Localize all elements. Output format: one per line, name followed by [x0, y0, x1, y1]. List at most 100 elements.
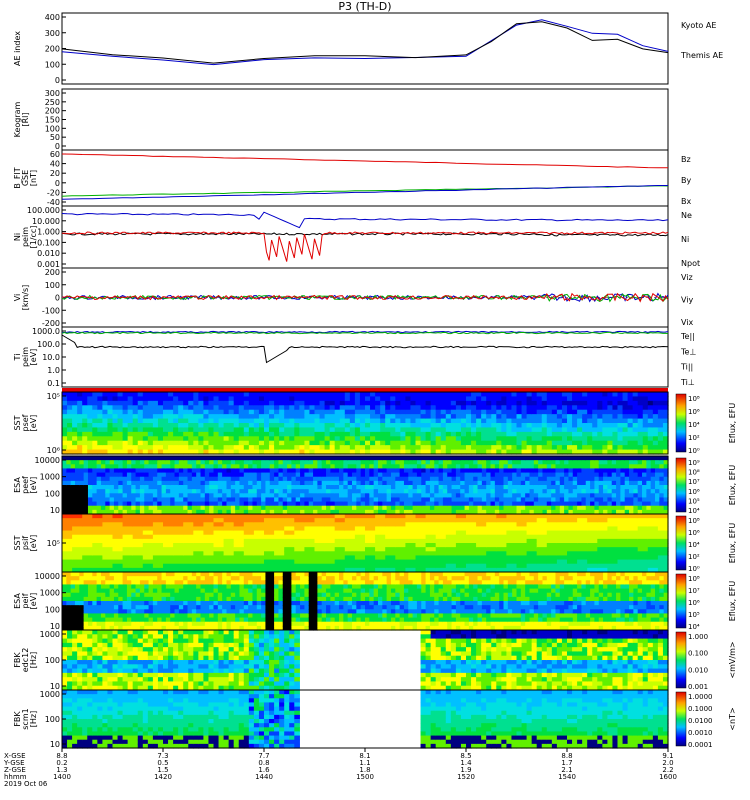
esa-electron-panel-colorbar-tick: 10⁴: [688, 507, 700, 515]
sst-ion-panel-colorbar-label: Eflux, EFU: [728, 523, 737, 564]
velocity-panel-ylabel: [km/s]: [21, 285, 30, 311]
fbk-efield-panel-colorbar-tick: 0.001: [688, 683, 708, 691]
esa-electron-panel-colorbar: [675, 457, 687, 513]
sst-electron-panel-ylabel: [eV]: [29, 415, 38, 432]
keogram-panel-ytick-label: 100: [45, 124, 60, 133]
ae-panel-frame: [61, 12, 669, 85]
sst-electron-panel-ytick-label: 10⁶: [47, 446, 60, 455]
footer-y-value: 1.7: [561, 759, 572, 767]
ae-panel-ytick-label: 0: [55, 76, 60, 85]
fbk-efield-panel-ytick-label: 100: [45, 656, 60, 665]
footer-x-value: 8.8: [561, 752, 572, 760]
footer-t-value: 1500: [356, 773, 374, 781]
bfield-panel-legend-3: Bx: [681, 197, 691, 206]
keogram-panel-ytick-label: 250: [45, 98, 60, 107]
sst-electron-panel-spectrogram: [62, 392, 669, 455]
ae-legend-1: Kyoto AE: [681, 21, 716, 30]
esa-electron-panel-ytick-label: 10000: [35, 456, 60, 465]
esa-electron-panel-colorbar-tick: 10⁸: [688, 469, 700, 477]
sst-electron-panel-colorbar-tick: 10⁸: [688, 395, 700, 403]
fbk-efield-panel-ytick-label: 1000: [40, 630, 60, 639]
density-panel-ytick-label: 0.010: [37, 249, 60, 258]
footer-t-value: 1520: [457, 773, 475, 781]
esa-electron-panel-ylabel: [eV]: [29, 477, 38, 494]
time-axis-footer: 8.80.21.314007.30.51.514207.70.81.614408…: [3, 748, 677, 788]
footer-row-label: Z-GSE: [4, 766, 26, 774]
sst-ion-panel-colorbar-tick: 10⁶: [688, 529, 700, 537]
keogram-panel-ylabel: [Rl]: [21, 112, 30, 126]
temp-panel-ytick-label: 100.0: [37, 340, 60, 349]
keogram-panel-ytick-label: 0: [55, 142, 60, 151]
footer-t-value: 1540: [558, 773, 576, 781]
footer-z-value: 2.2: [662, 766, 673, 774]
bfield-panel-ytick-label: 40: [50, 160, 60, 169]
temp-tipar-line: [61, 331, 669, 335]
density-panel-frame: [61, 205, 669, 269]
footer-y-value: 0.5: [157, 759, 168, 767]
temp-panel-legend-2: Te⊥: [680, 347, 696, 356]
velocity-panel-legend-1: Viz: [681, 273, 693, 282]
temp-panel-legend-4: Ti⊥: [680, 378, 695, 387]
ae-panel-ylabel: AE index: [13, 31, 22, 66]
velocity-panel-legend-3: Vix: [681, 318, 694, 327]
ae-legend-2: Themis AE: [680, 51, 723, 60]
ae-panel-ytick-label: 400: [45, 13, 60, 22]
density-ne-line: [61, 231, 669, 262]
temp-tepar-line: [61, 334, 669, 364]
footer-y-value: 1.1: [359, 759, 370, 767]
sst-ion-panel-ylabel: [eV]: [29, 535, 38, 552]
footer-z-value: 1.6: [258, 766, 270, 774]
sst-electron-panel-ytick-label: 10⁵: [47, 392, 60, 401]
footer-x-value: 7.3: [157, 752, 168, 760]
density-panel-ytick-label: 100.000: [27, 206, 60, 215]
esa-ion-panel-ytick-label: 100: [45, 605, 60, 614]
temp-panel-ytick-label: 10.0: [42, 353, 60, 362]
footer-row-label: Y-GSE: [3, 759, 25, 767]
density-panel-ytick-label: 0.100: [37, 238, 60, 247]
temp-panel-ytick-label: 1.0: [47, 366, 60, 375]
keogram-panel-frame: [61, 88, 669, 151]
sst-ion-panel-ytick-label: 10⁵: [47, 539, 60, 548]
bfield-panel-ytick-label: 20: [50, 169, 60, 178]
sst-electron-top-band: [62, 388, 668, 392]
esa-electron-panel-ytick-label: 1000: [40, 473, 60, 482]
footer-y-value: 1.4: [460, 759, 472, 767]
sst-electron-panel-colorbar: [675, 393, 687, 453]
keogram-panel-ytick-label: 300: [45, 89, 60, 98]
footer-t-value: 1420: [154, 773, 172, 781]
fbk-efield-panel-spectrogram: [62, 630, 669, 691]
sst-electron-panel-colorbar-tick: 10⁴: [688, 421, 700, 429]
esa-ion-panel-ylabel: ESA: [13, 593, 22, 609]
fbk-bfield-panel-ytick-label: 10: [50, 740, 60, 749]
ae-series-2: [61, 21, 669, 64]
bfield-panel-ytick-label: -40: [47, 198, 60, 207]
temp-panel-legend-1: Te||: [680, 332, 695, 341]
esa-ion-panel-colorbar-tick: 10⁶: [688, 599, 700, 607]
ae-panel-ytick-label: 100: [45, 60, 60, 69]
fbk-efield-panel-colorbar-tick: 0.010: [688, 666, 708, 674]
footer-y-value: 2.0: [662, 759, 673, 767]
fbk-bfield-panel-colorbar-tick: 1.0000: [688, 693, 713, 701]
sst-ion-panel-colorbar-tick: 10⁴: [688, 541, 700, 549]
density-panel-legend-1: Ne: [681, 211, 692, 220]
esa-ion-panel-ylabel: [eV]: [29, 593, 38, 610]
sst-ion-panel-ylabel: psif: [21, 536, 30, 550]
fbk-bfield-panel-colorbar-label: <nT>: [728, 707, 737, 730]
velocity-panel-legend-2: Viy: [681, 296, 694, 305]
sst-electron-panel-colorbar-tick: 10⁶: [688, 408, 700, 416]
bfield-panel-legend-1: Bz: [681, 155, 691, 164]
bfield-panel-ylabel: B_FIT: [13, 167, 22, 188]
temp-panel-ylabel: [eV]: [29, 349, 38, 366]
fbk-bfield-panel-colorbar-tick: 0.0001: [688, 741, 713, 749]
keogram-panel-ytick-label: 50: [50, 133, 60, 142]
fbk-efield-panel-colorbar-label: <mV/m>: [728, 641, 737, 678]
fbk-efield-panel-ytick-label: 10: [50, 682, 60, 691]
density-panel-ylabel: [1/cc]: [29, 226, 38, 249]
esa-ion-panel-colorbar: [675, 573, 687, 629]
bfield-panel-ytick-label: -20: [47, 188, 60, 197]
esa-ion-panel-ytick-label: 1000: [40, 589, 60, 598]
esa-electron-panel-colorbar-tick: 10⁵: [688, 497, 700, 505]
footer-row-label: 2019 Oct 06: [4, 780, 48, 788]
fbk-efield-panel-colorbar-tick: 0.100: [688, 650, 708, 658]
